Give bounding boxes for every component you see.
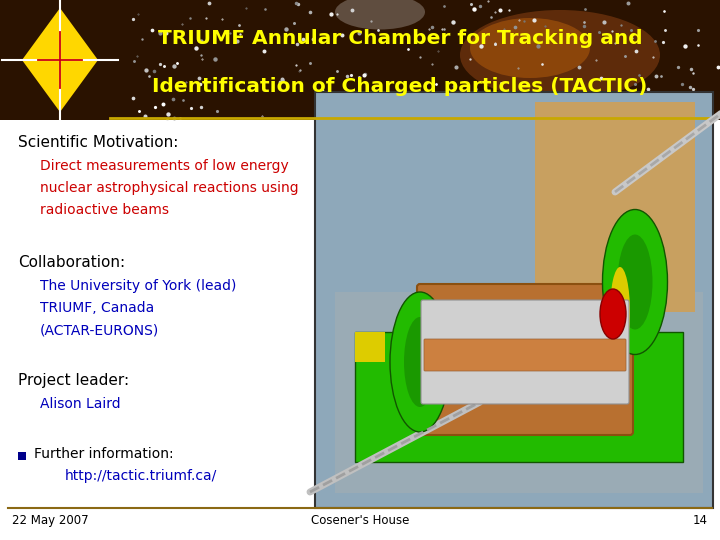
Ellipse shape [404,317,436,407]
Text: radioactive beams: radioactive beams [40,203,169,217]
Bar [595,332,625,362]
Ellipse shape [618,234,652,329]
Text: 22 May 2007: 22 May 2007 [12,514,89,527]
Text: The University of York (lead): The University of York (lead) [40,279,236,293]
Ellipse shape [470,18,590,78]
Ellipse shape [610,267,630,357]
Ellipse shape [603,210,667,354]
Bar [535,102,695,312]
Ellipse shape [390,292,450,432]
Text: Collaboration:: Collaboration: [18,255,125,270]
Text: Further information:: Further information: [34,447,174,461]
Polygon shape [22,8,98,112]
Text: Scientific Motivation:: Scientific Motivation: [18,135,179,150]
Text: Identification of Charged particles (TACTIC): Identification of Charged particles (TAC… [153,77,648,96]
Text: TRIUMF Annular Chamber for Tracking and: TRIUMF Annular Chamber for Tracking and [158,29,642,48]
Bar [355,332,683,462]
Text: Cosener's House: Cosener's House [311,514,409,527]
Bar [18,452,26,460]
Ellipse shape [460,10,660,100]
Text: Project leader:: Project leader: [18,373,129,388]
Text: 14: 14 [693,514,708,527]
Text: Direct measurements of low energy: Direct measurements of low energy [40,159,289,173]
Text: (ACTAR-EURONS): (ACTAR-EURONS) [40,323,159,337]
Bar [355,332,385,362]
FancyBboxPatch shape [417,284,633,435]
Text: Alison Laird: Alison Laird [40,397,121,411]
Text: nuclear astrophysical reactions using: nuclear astrophysical reactions using [40,181,299,195]
FancyBboxPatch shape [424,339,626,371]
FancyBboxPatch shape [421,300,629,404]
Ellipse shape [335,0,425,30]
Bar [315,92,713,508]
Bar [0,0,720,120]
Ellipse shape [600,289,626,339]
Bar [335,292,703,493]
Text: http://tactic.triumf.ca/: http://tactic.triumf.ca/ [65,469,217,483]
Text: TRIUMF, Canada: TRIUMF, Canada [40,301,154,315]
